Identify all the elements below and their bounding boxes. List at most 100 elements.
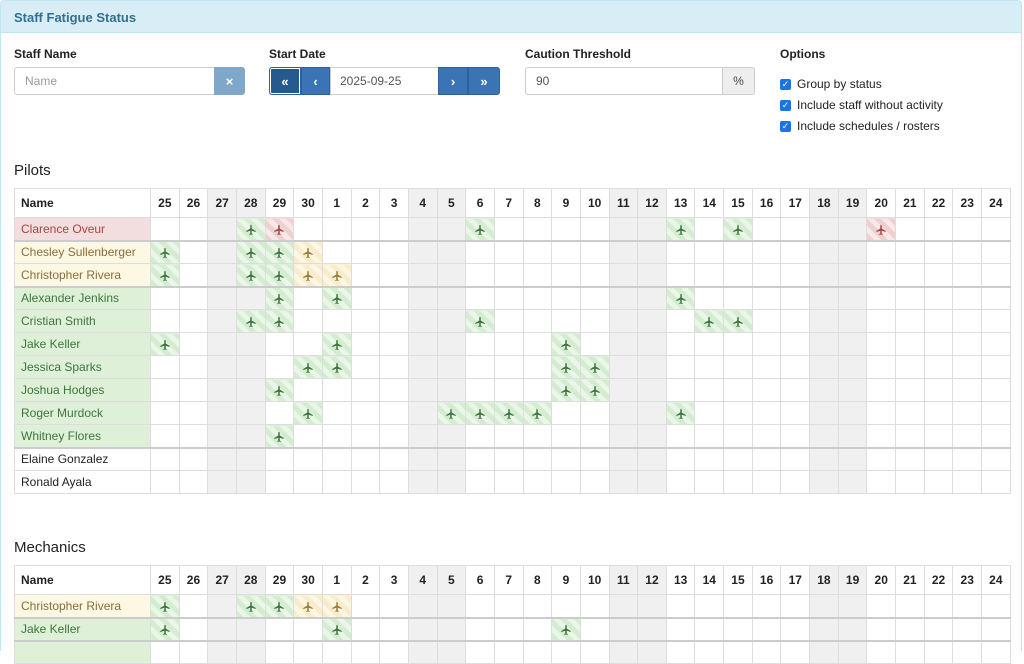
staff-name-cell[interactable]: Clarence Oveur — [14, 217, 151, 241]
activity-cell[interactable] — [321, 616, 352, 641]
activity-cell[interactable] — [465, 401, 495, 425]
activity-cell[interactable] — [436, 401, 467, 425]
staff-name-cell[interactable]: Jake Keller — [14, 332, 151, 356]
option-group-by-status[interactable]: ✓ Group by status — [780, 77, 882, 91]
day-cell — [923, 424, 954, 448]
checkbox-checked-icon[interactable]: ✓ — [780, 99, 791, 111]
activity-cell[interactable] — [235, 239, 266, 264]
staff-name-cell[interactable]: Jake Keller — [14, 616, 151, 641]
activity-cell[interactable] — [150, 332, 180, 356]
option-include-schedules[interactable]: ✓ Include schedules / rosters — [780, 119, 940, 133]
activity-cell[interactable] — [321, 285, 352, 310]
staff-name-cell[interactable]: Whitney Flores — [14, 424, 151, 448]
activity-cell[interactable] — [723, 217, 753, 241]
caution-threshold-input[interactable] — [525, 67, 723, 95]
day-cell — [465, 446, 495, 471]
column-header-day: 21 — [895, 188, 925, 218]
checkbox-checked-icon[interactable]: ✓ — [780, 78, 791, 90]
day-cell — [981, 285, 1011, 310]
prev-far-button[interactable]: « — [269, 67, 301, 95]
day-cell — [608, 239, 639, 264]
activity-cell[interactable] — [264, 263, 295, 287]
activity-cell[interactable] — [665, 285, 696, 310]
activity-cell[interactable] — [866, 217, 897, 241]
staff-name-cell[interactable]: Elaine Gonzalez — [14, 446, 151, 471]
day-cell — [837, 217, 868, 241]
activity-cell[interactable] — [293, 401, 323, 425]
day-cell — [150, 639, 180, 664]
next-button[interactable]: › — [438, 67, 468, 95]
next-far-button[interactable]: » — [468, 67, 500, 95]
day-cell — [780, 217, 811, 241]
option-label: Include staff without activity — [797, 98, 943, 112]
activity-cell[interactable] — [150, 239, 180, 264]
day-cell — [207, 401, 237, 425]
activity-cell[interactable] — [235, 594, 266, 618]
checkbox-checked-icon[interactable]: ✓ — [780, 120, 791, 132]
activity-cell[interactable] — [264, 217, 295, 241]
activity-cell[interactable] — [293, 263, 323, 287]
plane-icon — [246, 248, 256, 259]
prev-button[interactable]: ‹ — [301, 67, 330, 95]
staff-name-cell[interactable]: Christopher Rivera — [14, 263, 151, 287]
column-header-day: 1 — [321, 188, 352, 218]
activity-cell[interactable] — [551, 332, 581, 356]
day-cell — [952, 309, 983, 333]
clear-name-button[interactable]: × — [214, 67, 245, 95]
activity-cell[interactable] — [321, 355, 352, 379]
option-include-no-activity[interactable]: ✓ Include staff without activity — [780, 98, 943, 112]
activity-cell[interactable] — [551, 378, 581, 402]
activity-cell[interactable] — [293, 594, 323, 618]
activity-cell[interactable] — [551, 355, 581, 379]
activity-cell[interactable] — [579, 378, 610, 402]
staff-name-cell[interactable]: Jessica Sparks — [14, 355, 151, 379]
day-cell — [837, 594, 868, 618]
activity-cell[interactable] — [264, 424, 295, 448]
activity-cell[interactable] — [321, 263, 352, 287]
activity-cell[interactable] — [150, 616, 180, 641]
activity-cell[interactable] — [694, 309, 725, 333]
start-date-input[interactable] — [330, 67, 439, 95]
activity-cell[interactable] — [293, 239, 323, 264]
activity-cell[interactable] — [665, 401, 696, 425]
activity-cell[interactable] — [264, 309, 295, 333]
day-cell — [407, 616, 438, 641]
activity-cell[interactable] — [723, 309, 753, 333]
staff-name-cell[interactable]: Joshua Hodges — [14, 378, 151, 402]
staff-name-input[interactable] — [14, 67, 215, 95]
day-cell — [608, 401, 639, 425]
activity-cell[interactable] — [235, 217, 266, 241]
activity-cell[interactable] — [465, 217, 495, 241]
activity-cell[interactable] — [150, 594, 180, 618]
activity-cell[interactable] — [665, 217, 696, 241]
activity-cell[interactable] — [465, 309, 495, 333]
activity-cell[interactable] — [293, 355, 323, 379]
activity-cell[interactable] — [321, 332, 352, 356]
activity-cell[interactable] — [235, 309, 266, 333]
activity-cell[interactable] — [551, 616, 581, 641]
staff-name-cell[interactable]: Chesley Sullenberger — [14, 239, 151, 264]
column-header-day: 26 — [178, 188, 209, 218]
staff-name-cell[interactable]: Ronald Ayala — [14, 470, 151, 494]
staff-name-cell[interactable]: Christopher Rivera — [14, 594, 151, 618]
activity-cell[interactable] — [321, 594, 352, 618]
day-cell — [178, 355, 209, 379]
day-cell — [522, 217, 553, 241]
staff-row: Joshua Hodges — [14, 378, 1011, 402]
staff-name-cell[interactable]: Cristian Smith — [14, 309, 151, 333]
day-cell — [923, 239, 954, 264]
staff-name-cell[interactable] — [14, 639, 151, 664]
activity-cell[interactable] — [264, 239, 295, 264]
staff-name-cell[interactable]: Roger Murdock — [14, 401, 151, 425]
activity-cell[interactable] — [579, 355, 610, 379]
staff-name-cell[interactable]: Alexander Jenkins — [14, 285, 151, 310]
activity-cell[interactable] — [264, 594, 295, 618]
activity-cell[interactable] — [235, 263, 266, 287]
activity-cell[interactable] — [493, 401, 524, 425]
activity-cell[interactable] — [150, 263, 180, 287]
activity-cell[interactable] — [522, 401, 553, 425]
activity-cell[interactable] — [264, 378, 295, 402]
day-cell — [809, 424, 839, 448]
activity-cell[interactable] — [264, 285, 295, 310]
day-cell — [895, 639, 925, 664]
